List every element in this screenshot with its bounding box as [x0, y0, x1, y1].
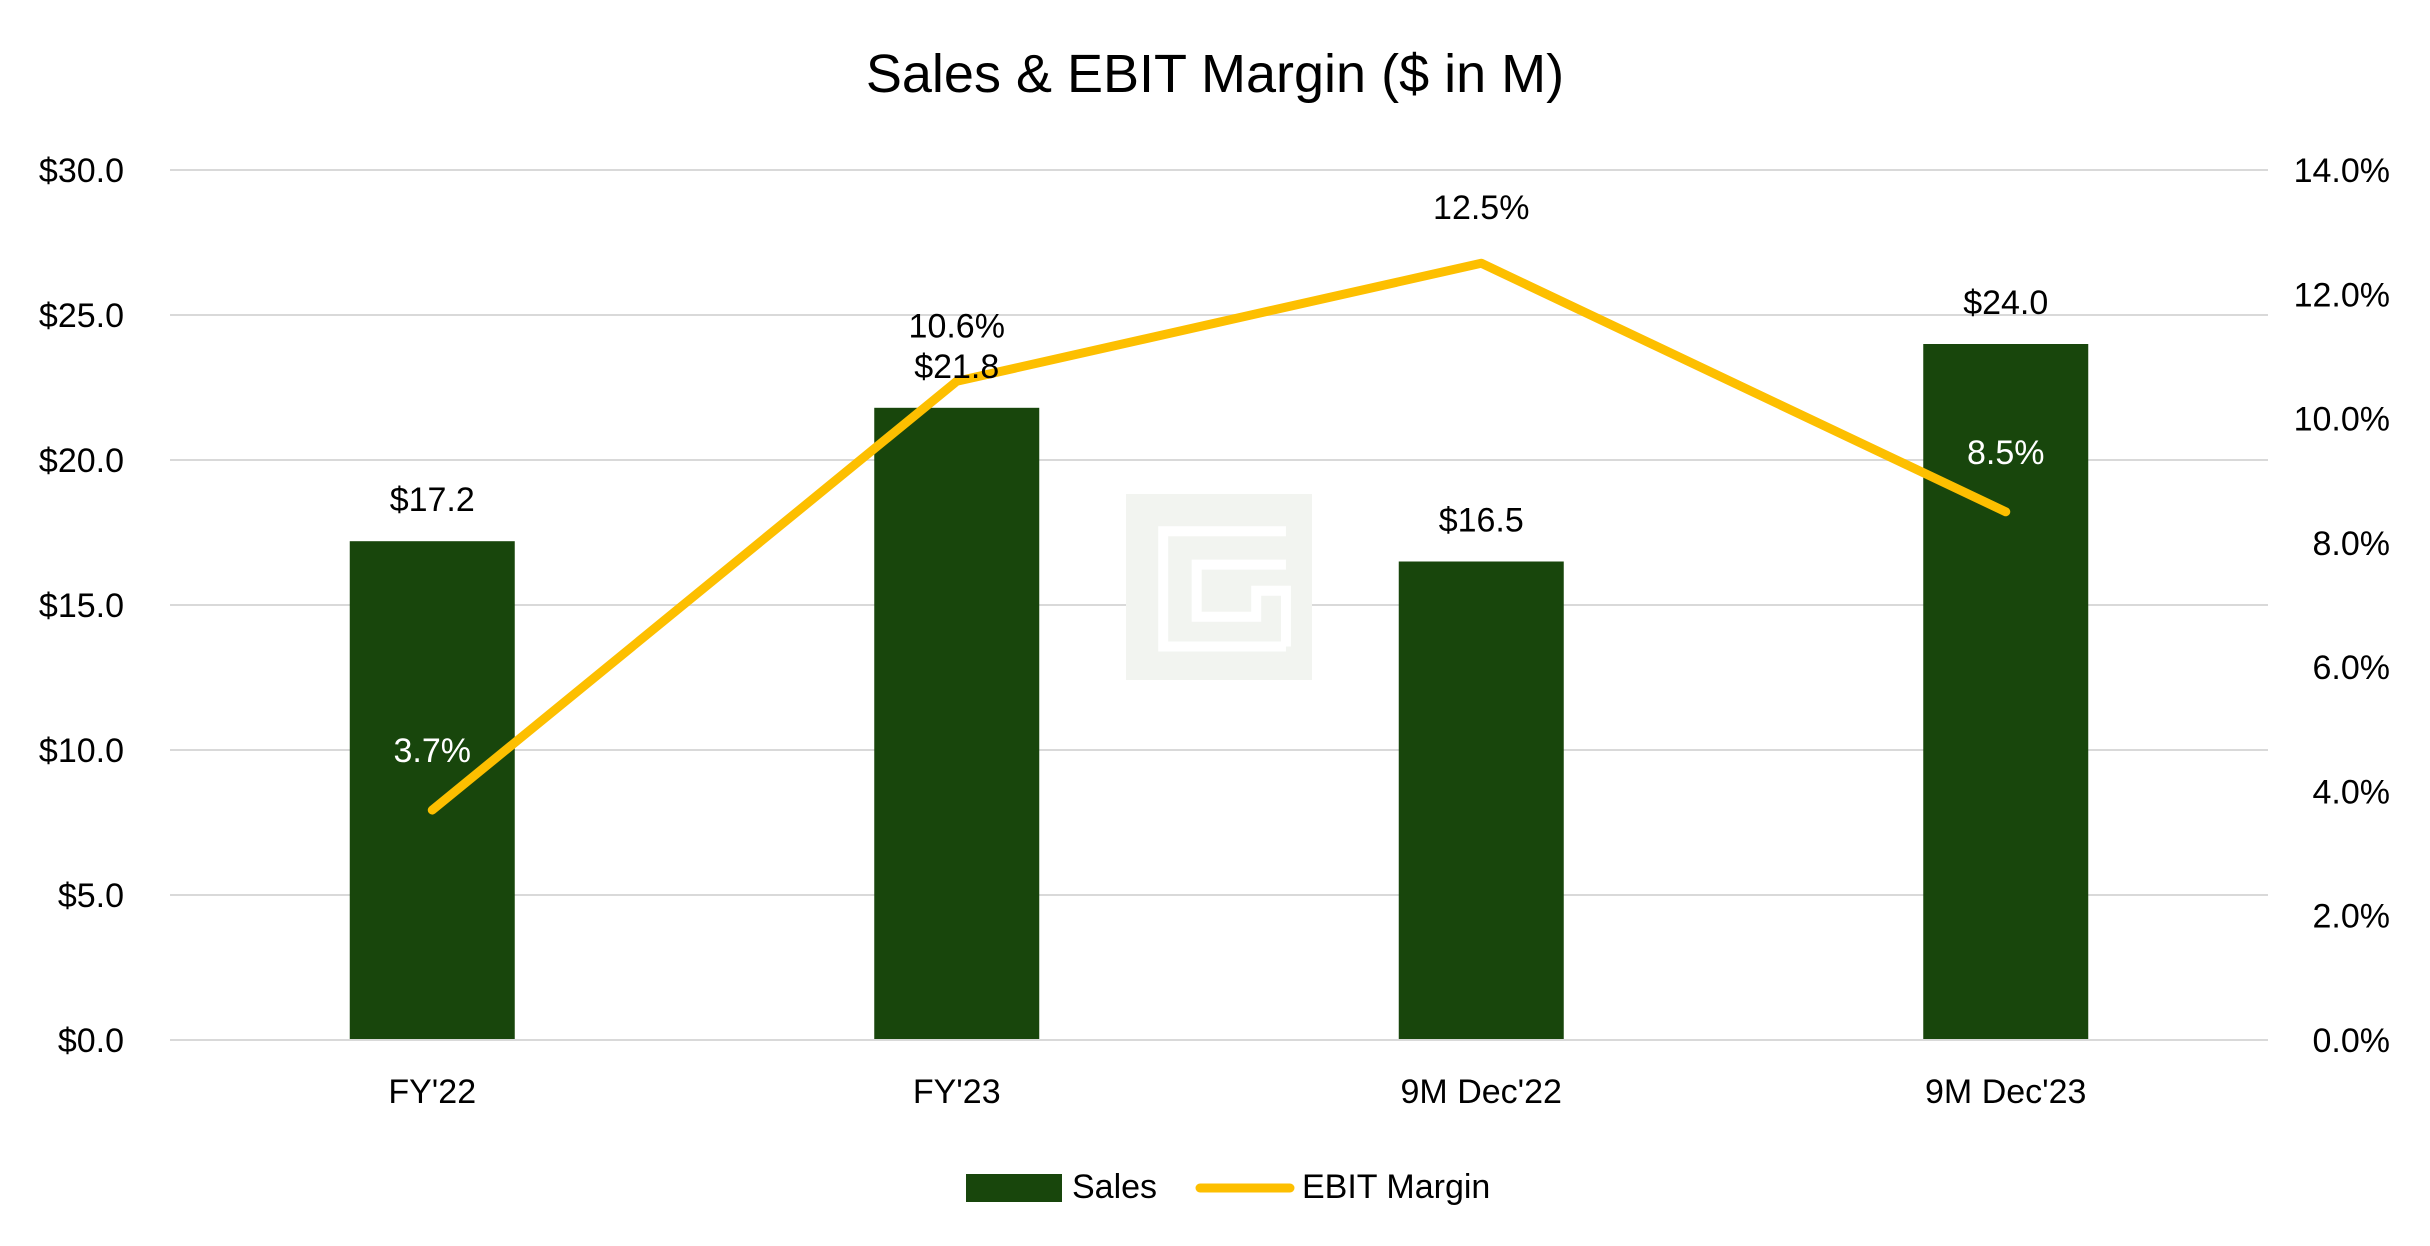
logo-watermark-stroke [1158, 526, 1286, 652]
right-axis: 0.0% 2.0% 4.0% 6.0% 8.0% 10.0% 12.0% 14.0% [2294, 152, 2390, 1060]
x-category-label: 9M Dec'22 [1401, 1073, 1562, 1111]
y-right-tick-label: 4.0% [2313, 773, 2391, 811]
ebit-margin-point [2004, 510, 2007, 513]
ebit-margin-point [1480, 262, 1483, 265]
left-axis: $0.0 $5.0 $10.0 $15.0 $20.0 $25.0 $30.0 [39, 152, 124, 1060]
ebit-margin-line [427, 258, 2011, 815]
ebit-margin-data-label: 3.7% [394, 732, 472, 770]
y-right-tick-label: 6.0% [2313, 649, 2391, 687]
gridlines [170, 169, 2268, 1041]
sales-data-label: $17.2 [390, 481, 475, 519]
x-category-label: FY'22 [388, 1073, 476, 1111]
sales-bar [874, 407, 1040, 1040]
y-right-tick-label: 14.0% [2294, 152, 2390, 190]
legend-sales-label: Sales [1072, 1168, 1157, 1206]
ebit-margin-point [431, 809, 434, 812]
sales-bar [349, 541, 515, 1040]
y-right-tick-label: 10.0% [2294, 401, 2390, 439]
legend: Sales EBIT Margin [966, 1168, 1490, 1206]
data-labels: $17.2 $21.8 $16.5 $24.0 3.7% 10.6% 12.5% 8.5% [390, 189, 2049, 770]
sales-bars [349, 344, 2089, 1040]
sales-data-label: $21.8 [914, 348, 999, 386]
legend-ebit-margin-label: EBIT Margin [1302, 1168, 1490, 1206]
ebit-margin-data-label: 12.5% [1433, 189, 1529, 227]
y-left-tick-label: $10.0 [39, 732, 124, 770]
y-left-tick-label: $30.0 [39, 152, 124, 190]
sales-bar [1923, 344, 2089, 1040]
y-left-tick-label: $25.0 [39, 297, 124, 335]
sales-data-label: $24.0 [1963, 284, 2048, 322]
y-right-tick-label: 12.0% [2294, 276, 2390, 314]
y-left-tick-label: $15.0 [39, 587, 124, 625]
y-right-tick-label: 2.0% [2313, 898, 2391, 936]
ebit-margin-data-label: 8.5% [1967, 434, 2045, 472]
y-left-tick-label: $5.0 [58, 877, 124, 915]
sales-bar [1398, 561, 1564, 1040]
chart-title: Sales & EBIT Margin ($ in M) [866, 44, 1564, 104]
y-left-tick-label: $20.0 [39, 442, 124, 480]
y-left-tick-label: $0.0 [58, 1022, 124, 1060]
ebit-margin-point [955, 380, 958, 383]
y-right-tick-label: 8.0% [2313, 525, 2391, 563]
logo-watermark [1126, 494, 1312, 680]
x-category-label: FY'23 [913, 1073, 1001, 1111]
x-axis: FY'22 FY'23 9M Dec'22 9M Dec'23 [170, 1039, 2268, 1111]
legend-sales-swatch [966, 1174, 1062, 1202]
ebit-margin-line-group [427, 258, 2011, 815]
x-category-label: 9M Dec'23 [1925, 1073, 2086, 1111]
sales-data-label: $16.5 [1439, 502, 1524, 540]
ebit-margin-data-label: 10.6% [909, 307, 1005, 345]
logo-watermark-stroke [1191, 559, 1291, 647]
y-right-tick-label: 0.0% [2313, 1022, 2391, 1060]
